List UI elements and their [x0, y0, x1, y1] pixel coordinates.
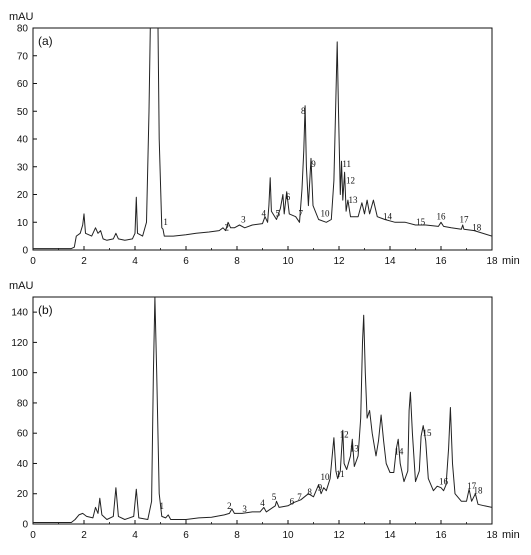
y-tick-label: 40	[17, 459, 29, 470]
peak-label: 5	[276, 209, 281, 219]
x-axis-label: min	[502, 529, 520, 541]
y-tick-label: 20	[17, 489, 29, 500]
peak-label: 9	[318, 483, 323, 493]
chromatogram-trace	[33, 28, 492, 250]
x-tick-label: 2	[81, 530, 87, 541]
x-tick-label: 4	[132, 256, 138, 267]
peak-label: 12	[346, 175, 355, 185]
y-tick-label: 140	[11, 308, 28, 319]
peak-label: 2	[225, 223, 230, 233]
y-tick-label: 0	[22, 246, 28, 257]
y-tick-label: 80	[17, 24, 29, 35]
peak-label: 8	[301, 106, 306, 116]
x-tick-label: 6	[183, 530, 189, 541]
chromatogram-trace	[33, 297, 492, 523]
x-tick-label: 16	[435, 530, 447, 541]
panel-label: (b)	[38, 303, 53, 317]
peak-label: 18	[472, 223, 482, 233]
y-tick-label: 50	[17, 107, 29, 118]
x-tick-label: 0	[30, 256, 36, 267]
panel-label: (a)	[38, 34, 53, 48]
y-tick-label: 70	[17, 51, 29, 62]
x-tick-label: 12	[333, 256, 345, 267]
peak-label: 3	[241, 214, 246, 224]
x-tick-label: 6	[183, 256, 189, 267]
x-tick-label: 18	[486, 530, 498, 541]
peak-label: 14	[383, 211, 393, 221]
y-tick-label: 30	[17, 162, 29, 173]
x-tick-label: 12	[333, 530, 345, 541]
peak-label: 6	[290, 496, 295, 506]
x-tick-label: 8	[234, 256, 240, 267]
peak-label: 9	[311, 159, 316, 169]
x-tick-label: 14	[384, 256, 396, 267]
peak-label: 16	[437, 211, 447, 221]
peak-label: 4	[260, 498, 265, 508]
peak-label: 17	[467, 481, 477, 491]
peak-label: 4	[262, 209, 267, 219]
y-tick-label: 10	[17, 218, 29, 229]
peak-label: 1	[160, 501, 165, 511]
x-tick-label: 8	[234, 530, 240, 541]
peak-label: 12	[340, 430, 349, 440]
peak-label: 11	[342, 159, 351, 169]
x-tick-label: 0	[30, 530, 36, 541]
peak-label: 15	[416, 217, 426, 227]
peak-label: 13	[349, 195, 359, 205]
y-tick-label: 20	[17, 190, 29, 201]
x-tick-label: 10	[282, 530, 294, 541]
y-axis-label: mAU	[9, 280, 34, 292]
plot-frame	[32, 296, 493, 525]
peak-label: 10	[320, 209, 330, 219]
peak-label: 16	[439, 477, 449, 487]
peak-label: 14	[394, 446, 404, 456]
peak-label: 1	[163, 217, 168, 227]
peak-label: 6	[286, 192, 291, 202]
peak-label: 10	[320, 472, 330, 482]
x-tick-label: 2	[81, 256, 87, 267]
peak-label: 17	[459, 214, 469, 224]
y-tick-label: 40	[17, 135, 29, 146]
peak-label: 7	[299, 209, 304, 219]
x-tick-label: 16	[435, 256, 447, 267]
x-tick-label: 14	[384, 530, 396, 541]
peak-label: 3	[242, 504, 247, 514]
peak-label: 5	[272, 492, 277, 502]
x-tick-label: 10	[282, 256, 294, 267]
x-tick-label: 18	[486, 256, 498, 267]
y-tick-label: 80	[17, 398, 29, 409]
y-tick-label: 60	[17, 429, 29, 440]
x-axis-label: min	[502, 255, 520, 267]
y-tick-label: 60	[17, 79, 29, 90]
y-axis-label: mAU	[9, 11, 34, 23]
y-tick-label: 120	[11, 338, 28, 349]
peak-label: 15	[422, 428, 432, 438]
y-tick-label: 100	[11, 368, 28, 379]
y-tick-label: 0	[22, 520, 28, 531]
peak-label: 18	[473, 486, 483, 496]
peak-label: 7	[297, 492, 302, 502]
peak-label: 11	[336, 469, 345, 479]
peak-label: 2	[227, 501, 232, 511]
peak-label: 8	[307, 487, 312, 497]
x-tick-label: 4	[132, 530, 138, 541]
peak-label: 13	[350, 443, 360, 453]
